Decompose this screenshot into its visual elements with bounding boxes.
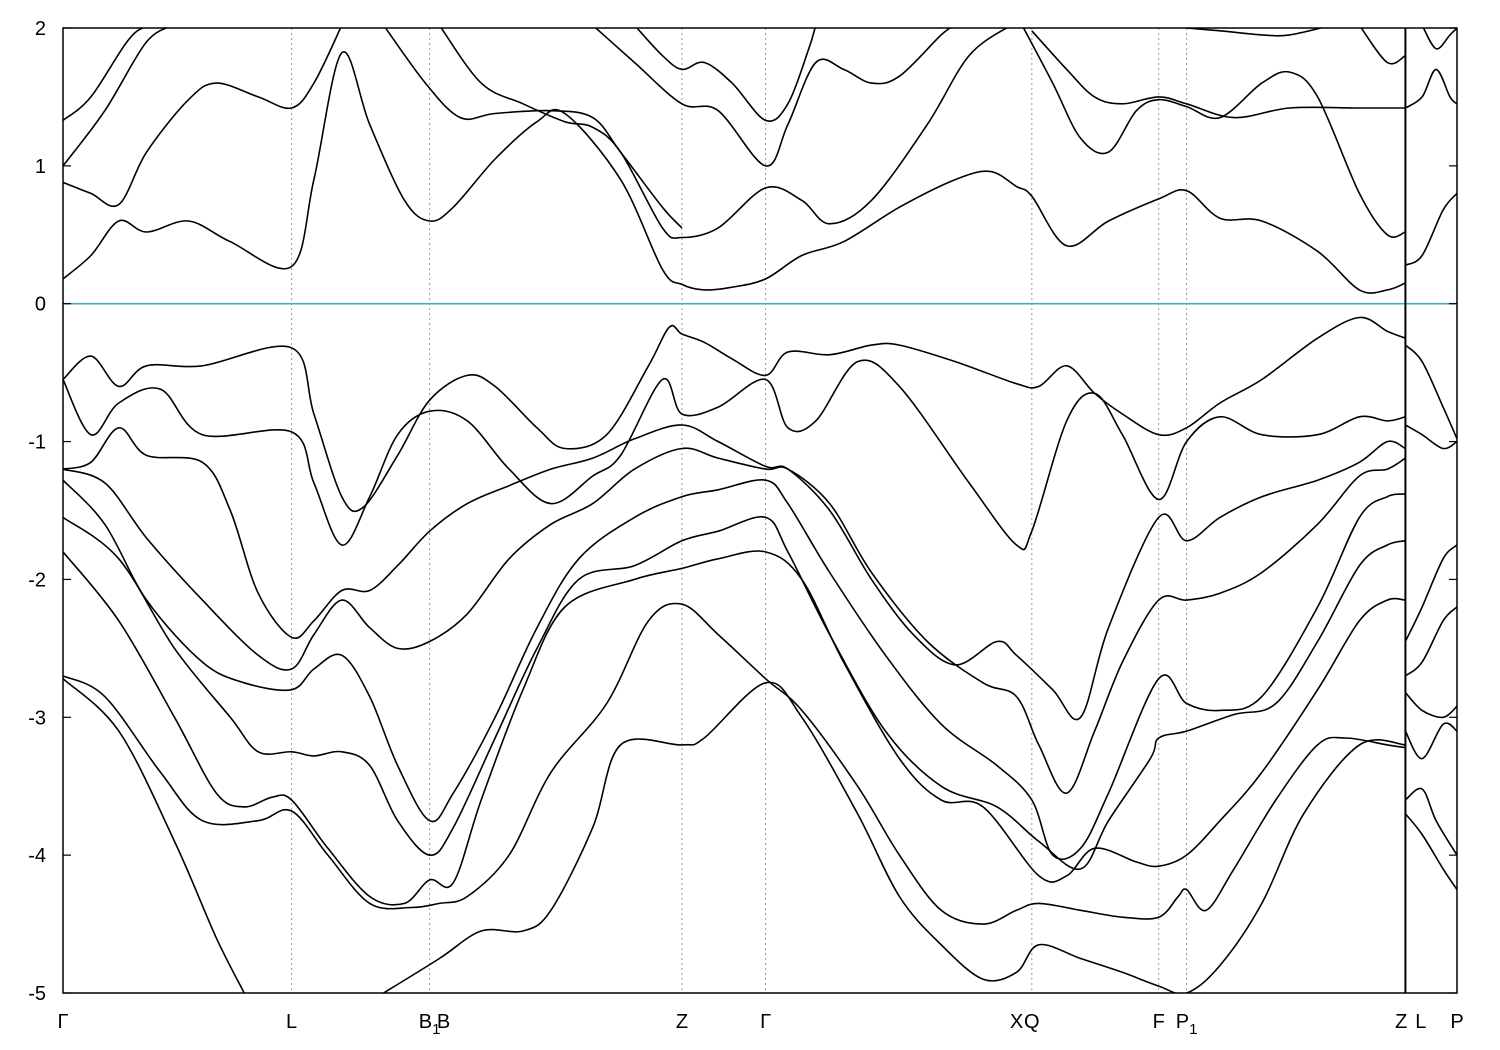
band-line-22 bbox=[1405, 192, 1457, 266]
band-line-19 bbox=[63, 602, 1406, 925]
axes-box bbox=[62, 27, 1458, 994]
k-point-labels: Γ L B1B Z Γ X Q F P1 Z L P bbox=[57, 1011, 1463, 1038]
y-tick-label: 2 bbox=[35, 18, 46, 40]
band-line-29 bbox=[1404, 691, 1457, 719]
band-line-24 bbox=[1422, 28, 1457, 50]
y-tick-label: -1 bbox=[28, 432, 46, 454]
band-line-2 bbox=[63, 28, 170, 167]
band-line-31 bbox=[1404, 787, 1457, 856]
band-line-11 bbox=[1360, 28, 1406, 65]
k-point-label: L bbox=[286, 1011, 297, 1033]
k-point-label: Q bbox=[1024, 1011, 1040, 1033]
band-line-30 bbox=[1404, 722, 1457, 760]
y-tick-label: -5 bbox=[28, 983, 46, 1005]
band-line-27 bbox=[1404, 544, 1457, 642]
band-line-28 bbox=[1404, 606, 1457, 677]
k-point-label: Z bbox=[1395, 1011, 1407, 1033]
k-point-label: Z bbox=[676, 1011, 688, 1033]
band-line-15 bbox=[63, 447, 1406, 794]
band-line-13 bbox=[63, 359, 1406, 551]
k-point-label: L bbox=[1415, 1011, 1426, 1033]
band-line-8 bbox=[1022, 28, 1406, 238]
plot-frame bbox=[62, 27, 1458, 994]
k-point-label: Γ bbox=[57, 1011, 68, 1033]
band-lines bbox=[63, 28, 1457, 993]
band-line-7 bbox=[635, 28, 816, 122]
y-tick-label: 1 bbox=[35, 156, 46, 178]
band-line-9 bbox=[1031, 30, 1406, 119]
y-axis-ticks: 2 1 0 -1 -2 -3 -4 -5 bbox=[28, 18, 1457, 1005]
band-line-14 bbox=[63, 424, 1406, 721]
band-line-18 bbox=[63, 550, 1406, 906]
y-tick-label: -4 bbox=[28, 845, 46, 867]
band-line-6 bbox=[594, 28, 952, 167]
k-point-label: P bbox=[1450, 1011, 1463, 1033]
band-line-0 bbox=[63, 51, 1406, 294]
band-line-1 bbox=[63, 28, 342, 207]
band-line-23 bbox=[1404, 68, 1457, 109]
k-point-label: X bbox=[1010, 1011, 1023, 1033]
k-point-label: Γ bbox=[760, 1011, 771, 1033]
band-line-21 bbox=[383, 681, 1406, 993]
band-line-16 bbox=[63, 479, 1406, 861]
band-line-25 bbox=[1404, 344, 1457, 440]
y-tick-label: 0 bbox=[35, 294, 46, 316]
y-tick-label: -3 bbox=[28, 707, 46, 729]
band-line-26 bbox=[1405, 424, 1457, 450]
band-line-3 bbox=[63, 28, 146, 122]
band-line-20 bbox=[63, 678, 245, 993]
band-line-10 bbox=[1177, 28, 1324, 37]
k-point-label: F bbox=[1153, 1011, 1165, 1033]
k-point-label: B bbox=[437, 1011, 450, 1033]
band-line-12 bbox=[63, 316, 1406, 513]
band-line-4 bbox=[440, 28, 1009, 240]
k-point-label: P1 bbox=[1176, 1011, 1198, 1038]
band-line-17 bbox=[63, 516, 1406, 870]
y-tick-label: -2 bbox=[28, 569, 46, 591]
band-line-5 bbox=[384, 28, 683, 229]
band-line-32 bbox=[1404, 813, 1457, 891]
